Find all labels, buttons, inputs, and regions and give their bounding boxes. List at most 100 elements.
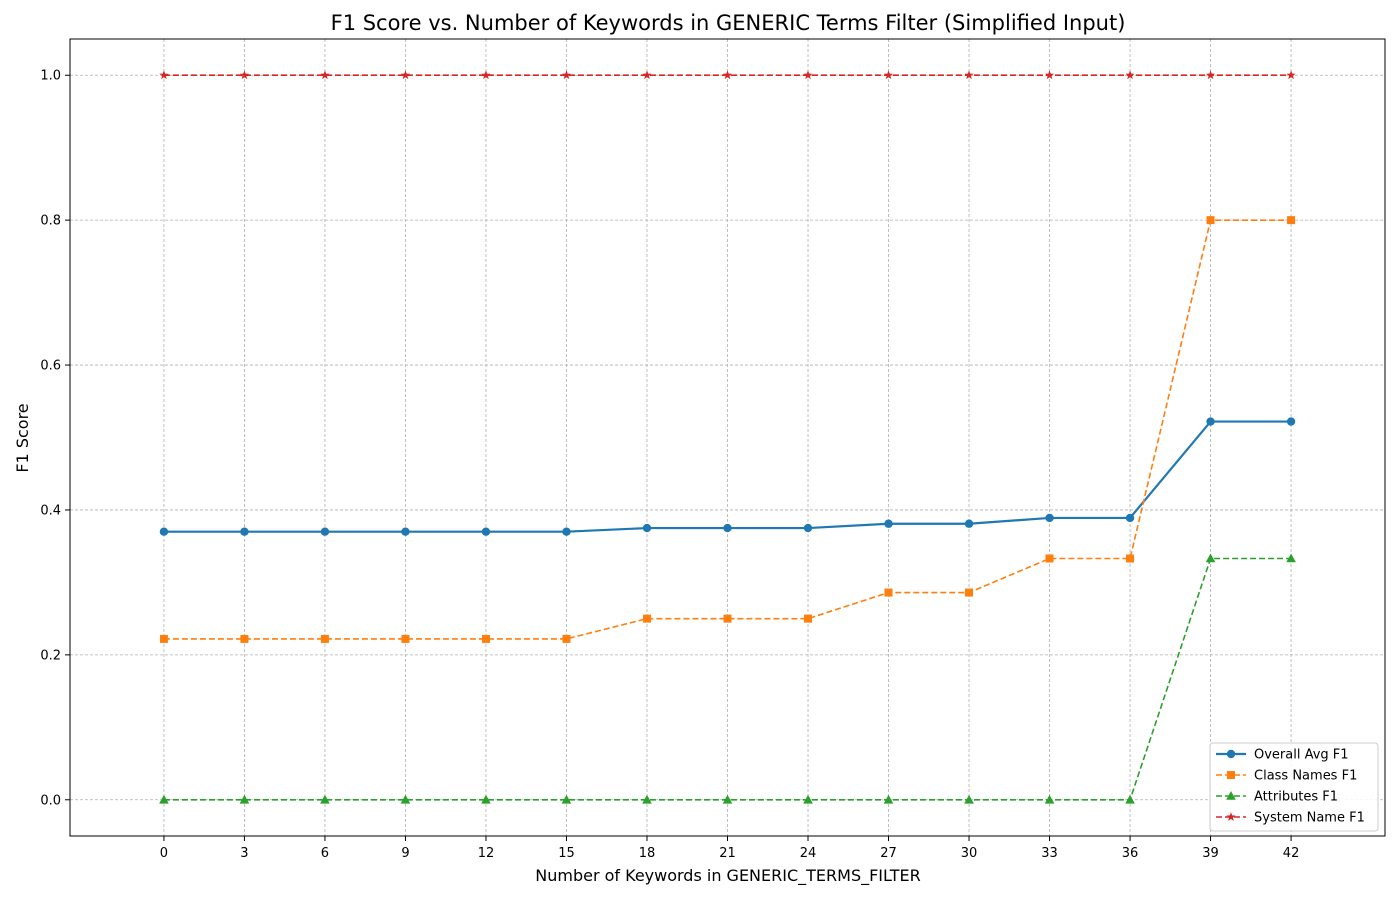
x-tick-label: 21 [719,846,736,861]
legend-marker [1227,771,1235,779]
legend-marker [1226,791,1236,800]
data-point-class-names-f1 [723,614,732,623]
data-point-overall-avg-f1 [320,527,330,536]
data-point-class-names-f1 [562,634,571,643]
x-tick-label: 30 [961,846,978,861]
data-point-class-names-f1 [642,614,651,623]
data-point-attributes-f1 [803,794,813,804]
x-tick-label: 18 [639,846,656,861]
x-tick-label: 39 [1202,846,1219,861]
data-point-system-name-f1 [1125,70,1135,80]
series-class-names-f1 [159,216,1296,643]
data-point-attributes-f1 [1044,794,1055,804]
data-point-attributes-f1 [400,794,411,804]
data-point-class-names-f1 [965,588,974,597]
data-point-overall-avg-f1 [1206,417,1215,426]
data-point-attributes-f1 [1205,553,1216,563]
legend-box [1209,742,1379,832]
data-point-overall-avg-f1 [1286,417,1296,426]
x-tick-label: 27 [880,846,897,861]
data-point-attributes-f1 [964,794,974,804]
data-point-system-name-f1 [481,70,491,80]
data-point-system-name-f1 [1286,70,1296,80]
data-point-class-names-f1 [481,634,490,643]
data-point-overall-avg-f1 [723,523,732,533]
y-tick-label: 0.8 [40,214,61,229]
data-point-attributes-f1 [561,794,572,804]
x-tick-label: 12 [478,846,495,861]
x-axis-ticks: 0 3 6 9 12 15 18 21 24 27 30 33 36 39 42 [160,836,1300,861]
data-point-system-name-f1 [561,70,572,80]
legend-label: Overall Avg F1 [1254,748,1349,763]
data-point-overall-avg-f1 [1125,513,1135,523]
data-point-attributes-f1 [722,794,733,804]
data-point-system-name-f1 [722,70,733,80]
x-tick-label: 33 [1041,846,1058,861]
data-point-system-name-f1 [159,70,169,80]
data-point-overall-avg-f1 [401,527,410,536]
data-point-system-name-f1 [1044,70,1055,80]
x-tick-label: 9 [401,846,409,861]
data-point-system-name-f1 [642,70,652,80]
data-point-class-names-f1 [1287,216,1296,225]
data-point-attributes-f1 [1125,794,1135,804]
data-point-class-names-f1 [401,634,410,643]
y-tick-label: 0.4 [40,503,61,518]
y-axis-ticks: 0.0 0.2 0.4 0.6 0.8 1.0 [40,69,70,808]
grid [70,39,1385,836]
data-point-class-names-f1 [1045,554,1054,563]
data-point-system-name-f1 [964,70,974,80]
data-point-overall-avg-f1 [1045,513,1054,523]
chart-title: F1 Score vs. Number of Keywords in GENER… [331,11,1126,35]
data-point-overall-avg-f1 [240,527,249,536]
y-tick-label: 0.0 [40,793,61,808]
data-point-attributes-f1 [320,794,330,804]
data-point-overall-avg-f1 [562,527,571,536]
series-overall-avg-f1 [159,417,1296,536]
series-system-name-f1 [159,70,1296,80]
data-point-attributes-f1 [481,794,491,804]
x-tick-label: 42 [1283,846,1300,861]
series-attributes-f1 [159,553,1296,804]
data-point-class-names-f1 [804,614,813,623]
data-point-attributes-f1 [239,794,250,804]
data-point-overall-avg-f1 [159,527,169,536]
data-point-class-names-f1 [1126,554,1135,563]
data-point-system-name-f1 [400,70,411,80]
data-point-system-name-f1 [883,70,894,80]
data-point-attributes-f1 [1286,553,1296,563]
data-point-class-names-f1 [1206,216,1215,225]
x-tick-label: 24 [800,846,817,861]
y-tick-label: 1.0 [40,69,61,84]
y-tick-label: 0.2 [40,648,61,663]
y-tick-label: 0.6 [40,359,61,374]
x-tick-label: 3 [240,846,248,861]
data-point-class-names-f1 [159,634,168,643]
data-point-system-name-f1 [320,70,330,80]
data-point-system-name-f1 [239,70,249,80]
data-point-class-names-f1 [320,634,329,643]
data-point-overall-avg-f1 [884,519,893,528]
legend: Overall Avg F1 Class Names F1 Attributes F… [1209,742,1379,832]
data-point-overall-avg-f1 [803,523,813,533]
data-point-attributes-f1 [159,794,169,804]
x-axis-label: Number of Keywords in GENERIC_TERMS_FILT… [535,866,920,886]
data-point-overall-avg-f1 [964,519,974,528]
legend-marker [1226,749,1236,759]
legend-label: Attributes F1 [1254,790,1338,805]
data-point-attributes-f1 [883,794,894,804]
y-axis-label: F1 Score [13,403,32,472]
x-tick-label: 0 [160,846,168,861]
data-point-class-names-f1 [884,588,893,597]
data-point-attributes-f1 [642,794,652,804]
legend-label: System Name F1 [1254,811,1365,826]
series-layer [159,70,1296,804]
x-tick-label: 6 [321,846,329,861]
data-point-class-names-f1 [240,634,249,643]
x-tick-label: 15 [558,846,575,861]
data-point-overall-avg-f1 [642,523,652,533]
legend-marker [1226,812,1236,821]
data-point-system-name-f1 [1206,70,1216,80]
x-tick-label: 36 [1122,846,1139,861]
